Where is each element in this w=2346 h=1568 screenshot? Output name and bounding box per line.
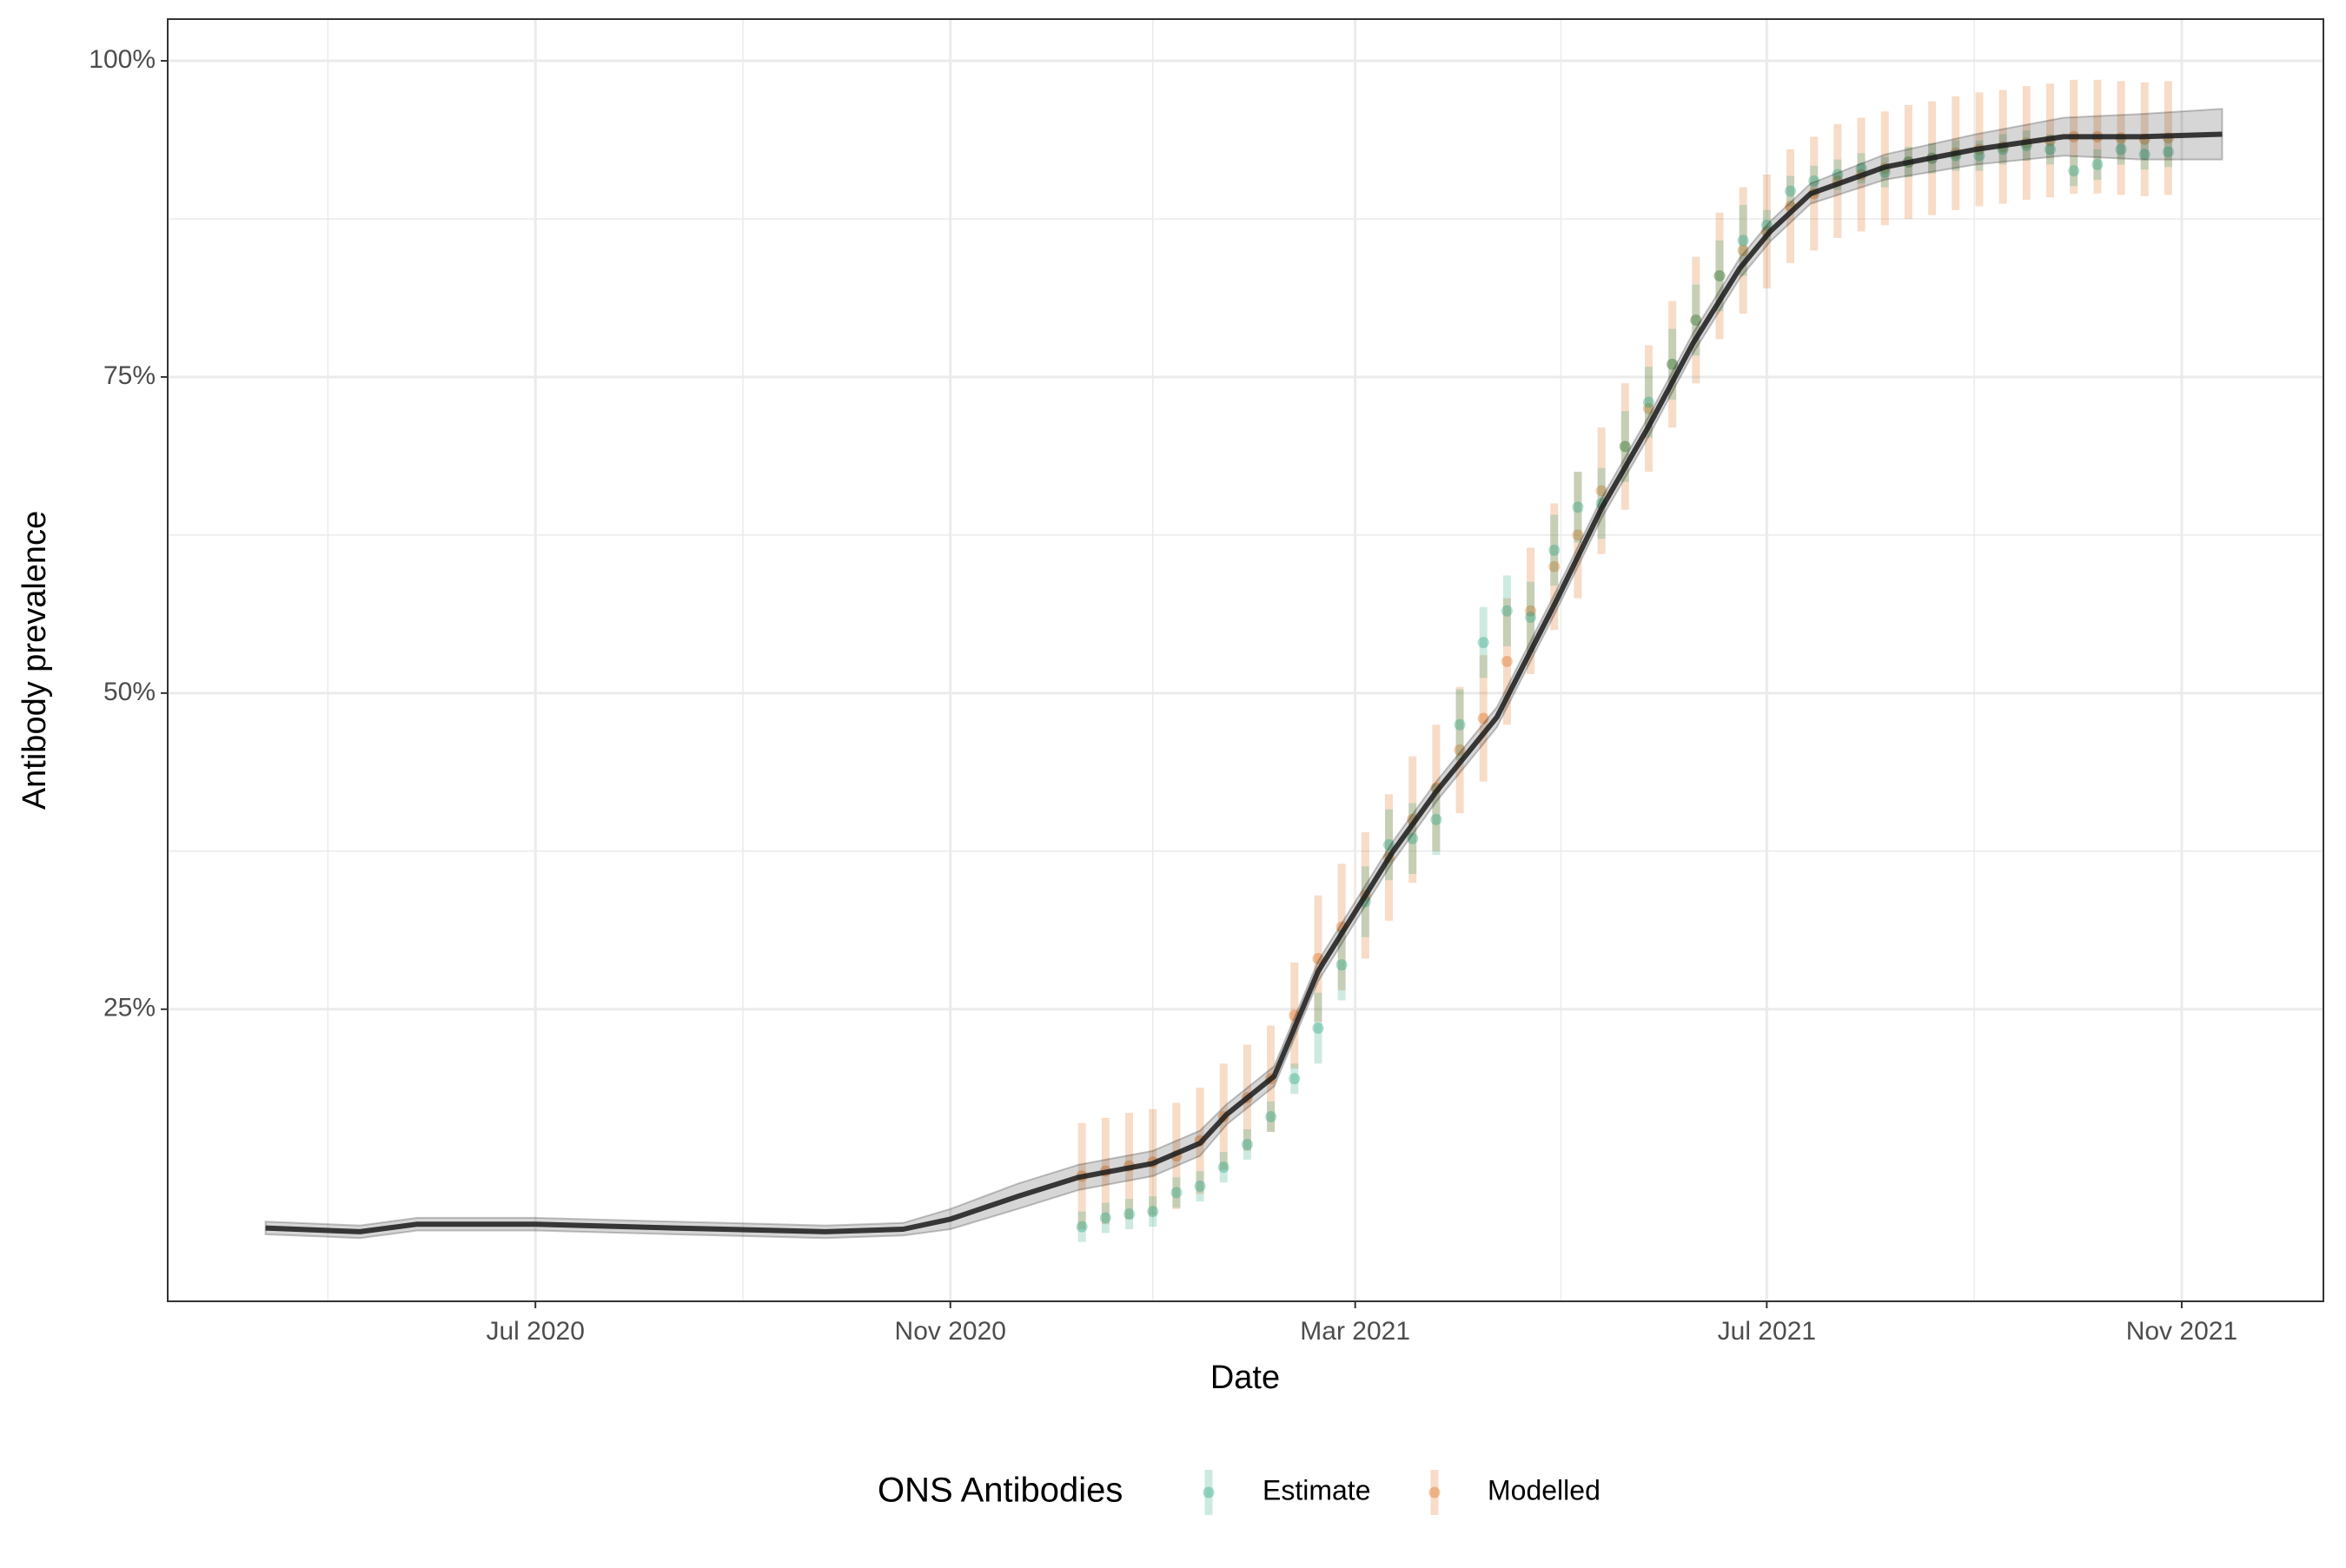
point (1312, 953, 1324, 965)
point (1383, 839, 1395, 851)
point (1430, 813, 1442, 825)
point (1808, 175, 1820, 187)
point (2068, 165, 2080, 177)
point (1525, 612, 1537, 624)
legend-key-point (1203, 1486, 1215, 1499)
axes: 25% 50% 75% 100% Jul 2020 Nov 2020 Mar 2021 Jul… (89, 45, 2237, 1346)
point (1477, 637, 1489, 649)
y-tick-label: 25% (103, 994, 156, 1022)
point (1572, 501, 1584, 513)
point (2162, 146, 2174, 158)
panel-border (167, 18, 2324, 1302)
point (1525, 605, 1537, 617)
point (1595, 485, 1607, 497)
point (1170, 1187, 1183, 1199)
point (2138, 149, 2150, 161)
grid (168, 19, 2323, 1301)
point (1548, 560, 1561, 572)
legend: ONS Antibodies Estimate Modelled (878, 1470, 1600, 1515)
point (1667, 358, 1679, 370)
model-line (265, 131, 2223, 1234)
legend-title: ONS Antibodies (878, 1472, 1123, 1510)
point (1642, 396, 1654, 408)
point (1832, 169, 1844, 181)
point (1667, 358, 1679, 370)
x-tick-label: Jul 2021 (1718, 1317, 1816, 1346)
x-axis-title: Date (1210, 1360, 1280, 1396)
point (1454, 718, 1466, 731)
legend-label: Modelled (1488, 1474, 1600, 1505)
y-tick-label: 50% (103, 678, 156, 706)
point (1737, 244, 1749, 256)
point (1123, 1208, 1136, 1221)
point (1713, 269, 1726, 281)
point (1265, 1110, 1277, 1122)
x-tick-label: Nov 2020 (895, 1317, 1006, 1346)
point (1099, 1212, 1111, 1224)
y-axis-title: Antibody prevalence (17, 511, 53, 810)
point (1312, 1022, 1324, 1035)
model-band (264, 108, 2223, 1240)
point (1289, 1073, 1301, 1085)
point (1241, 1139, 1253, 1151)
point (1217, 1161, 1229, 1174)
point (1194, 1181, 1206, 1193)
point (2115, 143, 2127, 155)
point (1501, 605, 1513, 617)
point (1335, 959, 1348, 971)
point (2091, 158, 2104, 170)
point (1147, 1206, 1159, 1218)
point (1760, 219, 1773, 231)
point (1407, 832, 1419, 844)
point (1572, 529, 1584, 541)
point (1713, 269, 1726, 281)
point (1454, 744, 1466, 756)
y-tick-label: 100% (89, 45, 156, 74)
point (1690, 314, 1702, 326)
point (1785, 185, 1797, 197)
y-tick-label: 75% (103, 361, 156, 390)
point (1619, 440, 1631, 453)
point (1619, 440, 1631, 453)
point (1076, 1221, 1088, 1233)
point (1973, 149, 1985, 162)
x-tick-label: Jul 2020 (486, 1317, 584, 1346)
point (1855, 162, 1867, 175)
marks (264, 79, 2223, 1242)
point (1477, 712, 1489, 724)
x-tick-label: Nov 2021 (2126, 1317, 2237, 1346)
point (1501, 655, 1513, 667)
x-tick-label: Mar 2021 (1300, 1317, 1410, 1346)
point (1690, 314, 1702, 326)
point (1737, 235, 1749, 247)
point (1642, 402, 1654, 414)
legend-label: Estimate (1262, 1474, 1370, 1505)
point (2044, 143, 2057, 155)
point (1548, 544, 1561, 556)
legend-key-point (1428, 1486, 1441, 1499)
